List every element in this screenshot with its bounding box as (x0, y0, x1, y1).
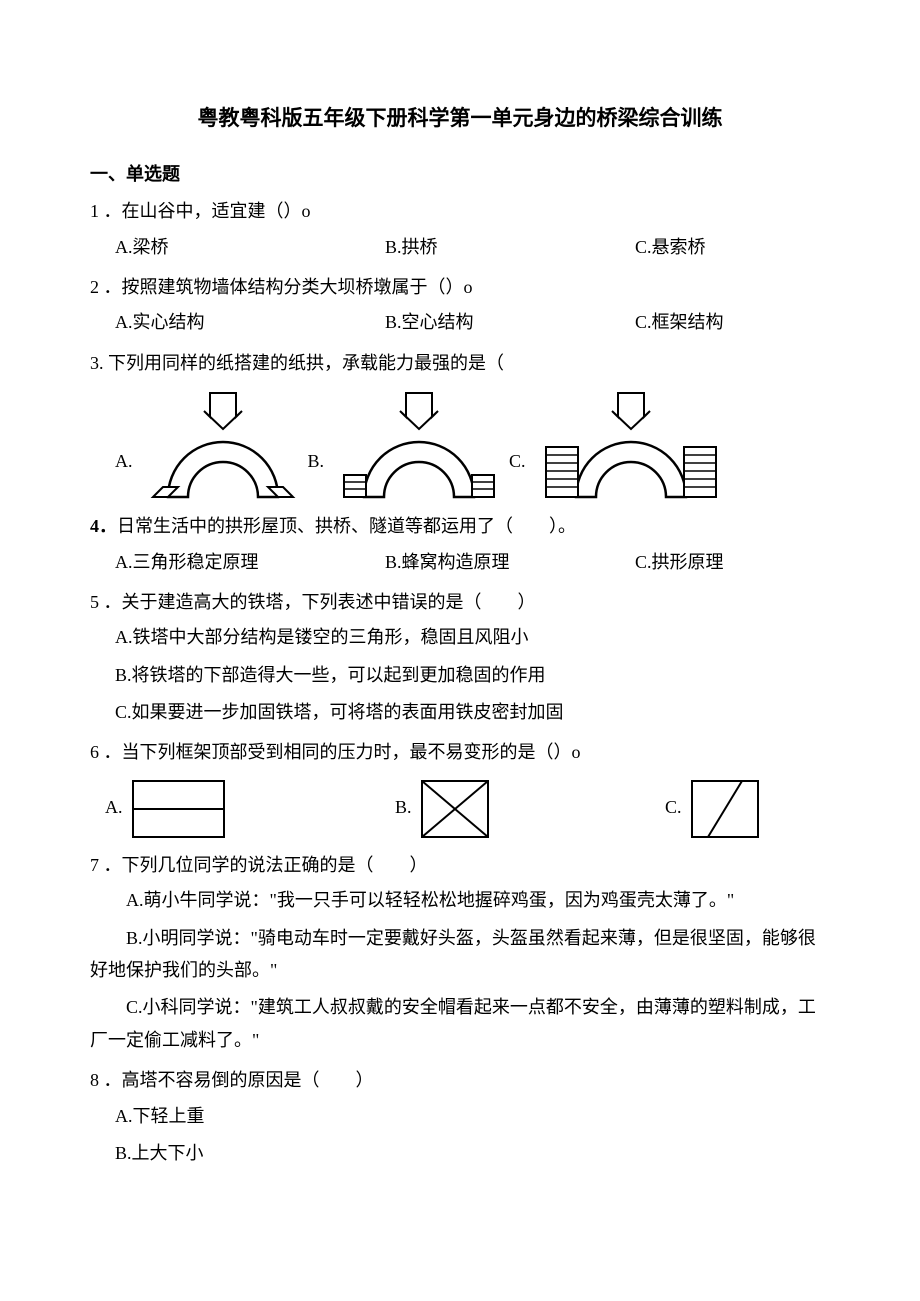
question-7: 7 ．下列几位同学的说法正确的是（ ） A.萌小牛同学说："我一只手可以轻轻松松… (90, 849, 830, 1056)
q5-text: ．关于建造高大的铁塔，下列表述中错误的是（ ） (104, 592, 536, 612)
q4-num: 4． (90, 516, 117, 536)
q4-opt-a: A.三角形稳定原理 (115, 546, 385, 578)
q1-opt-c: C.悬索桥 (635, 231, 830, 263)
section-1-header: 一、单选题 (90, 158, 830, 190)
q4-opt-b: B.蜂窝构造原理 (385, 546, 635, 578)
q6-num: 6 (90, 742, 99, 762)
q4-text: 日常生活中的拱形屋顶、拱桥、隧道等都运用了（ ）。 (117, 516, 576, 536)
q3-label-a: A. (115, 445, 133, 477)
q1-opt-a: A.梁桥 (115, 231, 385, 263)
question-1: 1 ．在山谷中，适宜建（）o A.梁桥 B.拱桥 C.悬索桥 (90, 195, 830, 263)
frame-diagram-b (420, 779, 490, 839)
q8-num: 8 (90, 1070, 99, 1090)
arch-diagram-a (148, 387, 298, 502)
q3-text: 下列用同样的纸搭建的纸拱，承载能力最强的是（ (108, 353, 504, 373)
q6-label-b: B. (395, 791, 412, 823)
q1-num: 1 (90, 201, 99, 221)
q4-opt-c: C.拱形原理 (635, 546, 830, 578)
q5-opt-a: A.铁塔中大部分结构是镂空的三角形，稳固且风阻小 (90, 621, 830, 653)
q5-opt-b: B.将铁塔的下部造得大一些，可以起到更加稳固的作用 (90, 659, 830, 691)
question-5: 5 ．关于建造高大的铁塔，下列表述中错误的是（ ） A.铁塔中大部分结构是镂空的… (90, 586, 830, 729)
q1-text: ．在山谷中，适宜建（）o (104, 201, 311, 221)
question-6: 6 ．当下列框架顶部受到相同的压力时，最不易变形的是（）o A. B. C. (90, 736, 830, 838)
q3-label-c: C. (509, 445, 526, 477)
q8-opt-a: A.下轻上重 (90, 1100, 830, 1132)
q7-opt-b: B.小明同学说："骑电动车时一定要戴好头盔，头盔虽然看起来薄，但是很坚固，能够很… (90, 922, 830, 987)
q3-label-b: B. (308, 445, 325, 477)
frame-diagram-a (131, 779, 226, 839)
q6-label-a: A. (105, 791, 123, 823)
q8-text: ．高塔不容易倒的原因是（ ） (104, 1070, 374, 1090)
q7-num: 7 (90, 855, 99, 875)
q5-opt-c: C.如果要进一步加固铁塔，可将塔的表面用铁皮密封加固 (90, 696, 830, 728)
q6-diagram-row: A. B. C. (90, 779, 830, 839)
q3-num: 3. (90, 353, 104, 373)
q2-opt-a: A.实心结构 (115, 306, 385, 338)
question-4: 4．日常生活中的拱形屋顶、拱桥、隧道等都运用了（ ）。 A.三角形稳定原理 B.… (90, 510, 830, 578)
q2-num: 2 (90, 277, 99, 297)
arch-diagram-b (339, 387, 499, 502)
q2-opt-c: C.框架结构 (635, 306, 830, 338)
q6-text: ．当下列框架顶部受到相同的压力时，最不易变形的是（）o (104, 742, 581, 762)
question-2: 2 ．按照建筑物墙体结构分类大坝桥墩属于（）o A.实心结构 B.空心结构 C.… (90, 271, 830, 339)
q2-opt-b: B.空心结构 (385, 306, 635, 338)
q5-num: 5 (90, 592, 99, 612)
question-8: 8 ．高塔不容易倒的原因是（ ） A.下轻上重 B.上大下小 (90, 1064, 830, 1169)
q7-opt-c: C.小科同学说："建筑工人叔叔戴的安全帽看起来一点都不安全，由薄薄的塑料制成，工… (90, 991, 830, 1056)
page-title: 粤教粤科版五年级下册科学第一单元身边的桥梁综合训练 (90, 100, 830, 138)
q7-text: ．下列几位同学的说法正确的是（ ） (104, 855, 428, 875)
q7-opt-a: A.萌小牛同学说："我一只手可以轻轻松松地握碎鸡蛋，因为鸡蛋壳太薄了。" (90, 884, 830, 916)
q3-diagram-row: A. B. C. (90, 387, 830, 502)
q1-opt-b: B.拱桥 (385, 231, 635, 263)
q8-opt-b: B.上大下小 (90, 1137, 830, 1169)
question-3: 3. 下列用同样的纸搭建的纸拱，承载能力最强的是（ A. B. C. (90, 347, 830, 502)
q6-label-c: C. (665, 791, 682, 823)
q2-text: ．按照建筑物墙体结构分类大坝桥墩属于（）o (104, 277, 473, 297)
frame-diagram-c (690, 779, 760, 839)
arch-diagram-c (541, 387, 721, 502)
